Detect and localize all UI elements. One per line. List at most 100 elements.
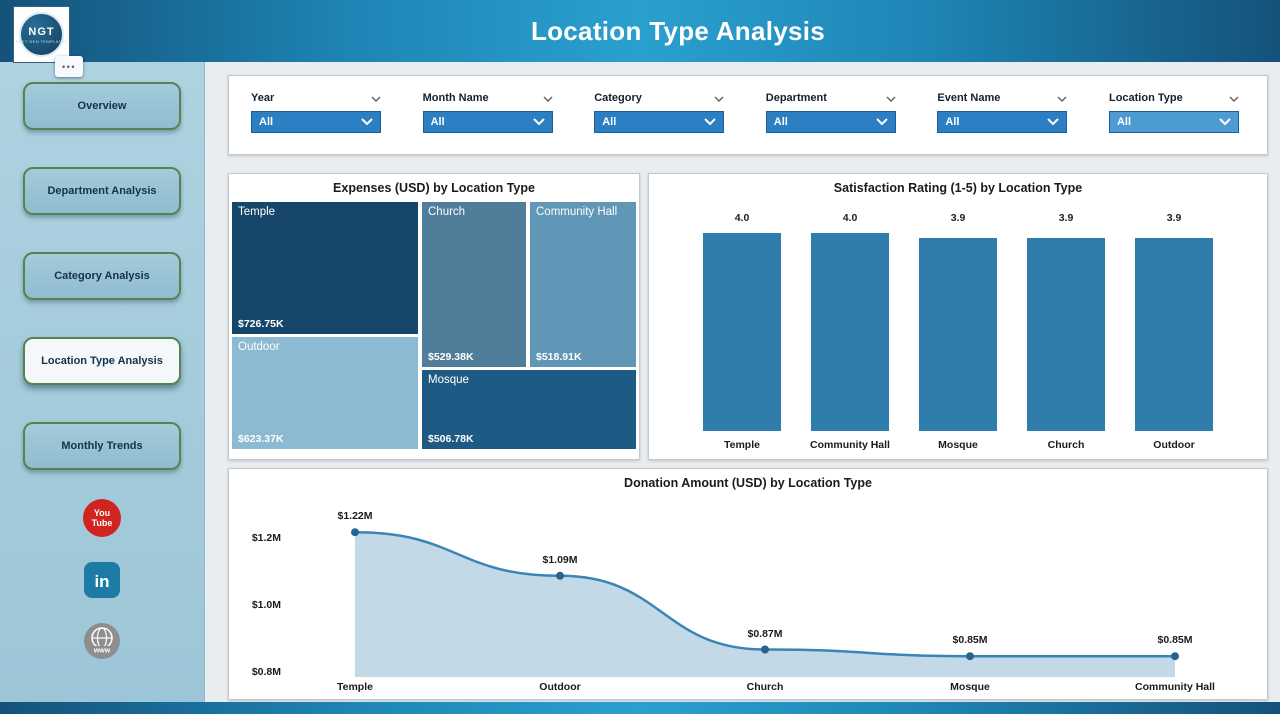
bar-group-community-hall: 4.0 Community Hall (797, 212, 903, 451)
area-plot[interactable]: $1.22M $1.09M $0.87M $0.85M $0.85M (295, 501, 1265, 677)
bar-group-mosque: 3.9 Mosque (905, 212, 1011, 451)
filter-department-dropdown[interactable]: All (765, 111, 896, 133)
y-tick-label: $0.8M (251, 665, 281, 678)
sidebar-item-monthly-trends[interactable]: Monthly Trends (23, 422, 181, 470)
bar-mosque[interactable] (919, 237, 997, 431)
ngt-logo-circle: NGT NEXT GEN TEMPLATES (15, 12, 67, 57)
filter-location-type-label: Location Type (1108, 91, 1183, 104)
sidebar-item-department-analysis[interactable]: Department Analysis (23, 167, 181, 215)
more-options-toggle[interactable]: ••• (55, 56, 83, 77)
chevron-down-icon (361, 116, 373, 128)
youtube-icon[interactable]: You Tube (82, 498, 122, 538)
linkedin-icon[interactable]: in (83, 561, 121, 599)
filter-category-value: All (602, 116, 617, 128)
sidebar-item-overview[interactable]: Overview (23, 82, 181, 130)
point-label-mosque: $0.85M (952, 634, 988, 647)
svg-text:You: You (94, 508, 110, 518)
treemap-block-community-hall[interactable]: Community Hall $518.91K (529, 201, 637, 368)
area-line-svg (351, 528, 1179, 677)
treemap-value: $506.78K (428, 432, 474, 445)
bar-outdoor[interactable] (1135, 237, 1213, 431)
bar-temple[interactable] (703, 232, 781, 431)
sidebar: Overview Department Analysis Category An… (0, 62, 205, 702)
area-chart-title: Donation Amount (USD) by Location Type (624, 476, 872, 490)
website-globe-icon[interactable]: www (83, 622, 121, 660)
bar-value-label: 3.9 (1166, 212, 1182, 224)
treemap-value: $623.37K (238, 432, 284, 445)
svg-text:Tube: Tube (92, 518, 113, 528)
x-axis: Temple Outdoor Church Mosque Community H… (295, 681, 1265, 697)
point-label-church: $0.87M (747, 627, 783, 640)
x-tick-label: Church (746, 681, 784, 693)
chevron-down-icon (876, 116, 888, 128)
treemap-block-outdoor[interactable]: Outdoor $623.37K (231, 336, 419, 450)
sidebar-nav: Overview Department Analysis Category An… (0, 62, 204, 470)
treemap-block-temple[interactable]: Temple $726.75K (231, 201, 419, 335)
point-label-community-hall: $0.85M (1157, 634, 1193, 647)
point-label-temple: $1.22M (337, 510, 373, 523)
y-tick-label: $1.0M (251, 598, 281, 611)
filter-panel: Year All Month Name All Category (228, 75, 1268, 155)
treemap-value: $726.75K (238, 317, 284, 330)
filter-year-dropdown[interactable]: All (251, 111, 381, 133)
donation-area-panel: Donation Amount (USD) by Location Type $… (228, 468, 1268, 700)
logo-subtext: NEXT GEN TEMPLATES (15, 38, 68, 44)
filter-location-type: Location Type All (1108, 89, 1239, 133)
chevron-down-icon (532, 116, 545, 128)
sidebar-item-location-type-analysis[interactable]: Location Type Analysis (23, 337, 181, 385)
filter-month-name-dropdown[interactable]: All (422, 111, 553, 133)
bar-category-label: Church (1047, 439, 1085, 451)
filter-category-dropdown[interactable]: All (594, 111, 725, 133)
treemap-block-mosque[interactable]: Mosque $506.78K (421, 368, 637, 450)
treemap-label: Outdoor (238, 341, 280, 354)
chevron-down-icon[interactable] (1229, 89, 1239, 107)
bar-group-outdoor: 3.9 Outdoor (1121, 212, 1227, 451)
bar-chart-title: Satisfaction Rating (1-5) by Location Ty… (833, 181, 1083, 195)
filter-category-label: Category (594, 91, 642, 104)
logo-text: NGT (28, 25, 55, 38)
x-tick-label: Outdoor (539, 681, 581, 693)
x-tick-label: Mosque (950, 681, 990, 693)
chevron-down-icon[interactable] (371, 89, 381, 107)
treemap-value: $518.91K (536, 350, 582, 363)
treemap-label: Mosque (428, 373, 469, 386)
filter-department-label: Department (765, 91, 827, 104)
bar-category-label: Mosque (938, 439, 978, 451)
donation-area-chart: $1.2M $1.0M $0.8M $1.22M $1.09M $0.87M $… (239, 501, 1263, 699)
bar-group-temple: 4.0 Temple (689, 212, 795, 451)
filter-year-label: Year (251, 91, 275, 104)
treemap-block-church[interactable]: Church $529.38K (421, 201, 528, 368)
bar-value-label: 4.0 (734, 212, 750, 224)
satisfaction-bar-panel: Satisfaction Rating (1-5) by Location Ty… (648, 173, 1268, 460)
filter-event-name-label: Event Name (937, 91, 1001, 104)
chevron-down-icon (704, 116, 716, 128)
x-tick-label: Temple (337, 681, 373, 693)
chevron-down-icon (1219, 116, 1231, 128)
treemap-value: $529.38K (428, 350, 474, 363)
sidebar-item-category-analysis[interactable]: Category Analysis (23, 252, 181, 300)
point-label-outdoor: $1.09M (542, 553, 578, 566)
expenses-treemap: Temple $726.75K Church $529.38K Communit… (231, 201, 637, 450)
bar-group-church: 3.9 Church (1013, 212, 1119, 451)
more-icon: ••• (62, 61, 76, 72)
y-axis: $1.2M $1.0M $0.8M (239, 501, 295, 678)
bar-category-label: Outdoor (1153, 439, 1195, 451)
ngt-logo[interactable]: NGT NEXT GEN TEMPLATES (13, 6, 70, 63)
chevron-down-icon[interactable] (714, 89, 724, 107)
filter-department-value: All (773, 116, 788, 128)
filter-row: Year All Month Name All Category (229, 76, 1267, 133)
bottom-accent-bar (0, 702, 1280, 714)
filter-location-type-dropdown[interactable]: All (1108, 111, 1239, 133)
bar-church[interactable] (1027, 237, 1105, 431)
filter-event-name-value: All (945, 116, 960, 128)
satisfaction-bar-chart: 4.0 Temple 4.0 Community Hall 3.9 Mosque… (689, 212, 1227, 451)
bar-community-hall[interactable] (811, 232, 889, 431)
chevron-down-icon[interactable] (543, 89, 553, 107)
bar-value-label: 4.0 (842, 212, 858, 224)
svg-text:www: www (93, 648, 111, 655)
chevron-down-icon[interactable] (1057, 89, 1067, 107)
chevron-down-icon[interactable] (886, 89, 896, 107)
filter-event-name-dropdown[interactable]: All (937, 111, 1068, 133)
treemap-label: Community Hall (536, 206, 618, 218)
filter-year: Year All (251, 89, 381, 133)
